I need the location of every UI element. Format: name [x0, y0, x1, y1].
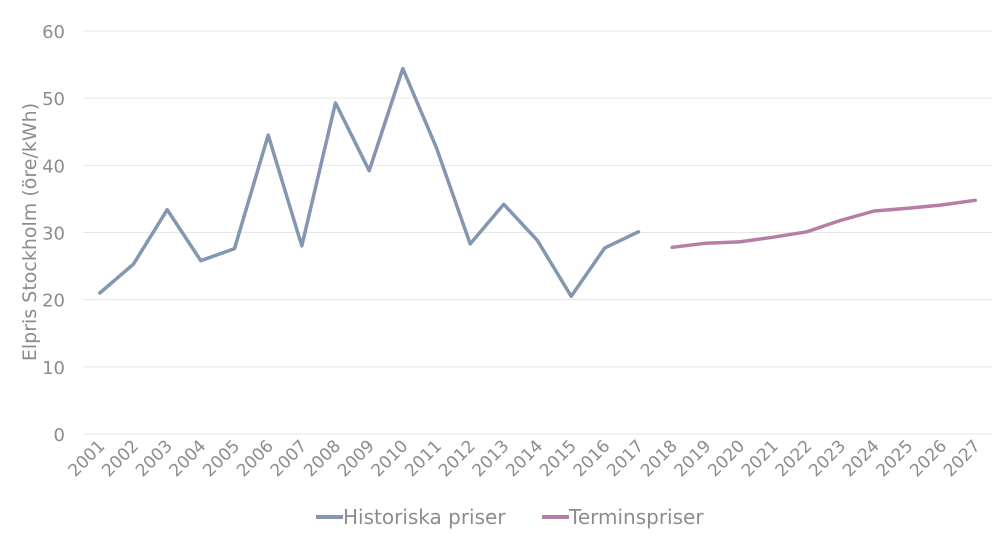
x-tick-label: 2026 — [906, 436, 951, 481]
x-tick-label: 2023 — [805, 436, 850, 481]
y-tick-label: 60 — [42, 22, 65, 43]
x-tick-label: 2012 — [435, 436, 480, 481]
x-tick-label: 2010 — [368, 436, 413, 481]
x-axis-ticks: 2001200220032004200520062007200820092010… — [65, 436, 985, 481]
x-tick-label: 2007 — [267, 436, 312, 481]
x-tick-label: 2001 — [65, 436, 110, 481]
y-axis-ticks: 0 10 20 30 40 50 60 — [42, 22, 65, 446]
y-tick-label: 50 — [42, 89, 65, 110]
legend-label-0: Historiska priser — [343, 505, 506, 529]
legend-label-1: Terminspriser — [568, 505, 704, 529]
x-tick-label: 2014 — [502, 436, 547, 481]
x-tick-label: 2018 — [637, 436, 682, 481]
x-tick-label: 2022 — [772, 436, 817, 481]
x-tick-label: 2021 — [738, 436, 783, 481]
y-axis-title: Elpris Stockholm (öre/kWh) — [19, 103, 41, 361]
x-tick-label: 2008 — [300, 436, 345, 481]
x-tick-label: 2015 — [536, 436, 581, 481]
x-tick-label: 2009 — [334, 436, 379, 481]
series-lines — [100, 69, 976, 297]
y-tick-label: 10 — [42, 358, 65, 379]
y-tick-label: 20 — [42, 291, 65, 312]
x-tick-label: 2003 — [132, 436, 177, 481]
x-tick-label: 2025 — [873, 436, 918, 481]
x-tick-label: 2019 — [671, 436, 716, 481]
series-line-1 — [672, 200, 975, 247]
x-tick-label: 2006 — [233, 436, 278, 481]
x-tick-label: 2017 — [603, 436, 648, 481]
gridlines — [83, 31, 992, 434]
x-tick-label: 2002 — [98, 436, 143, 481]
x-tick-label: 2016 — [570, 436, 615, 481]
y-tick-label: 40 — [42, 156, 65, 177]
y-tick-label: 30 — [42, 224, 65, 245]
legend: Historiska priser Terminspriser — [316, 505, 704, 529]
series-line-0 — [100, 69, 639, 297]
x-tick-label: 2020 — [704, 436, 749, 481]
x-tick-label: 2024 — [839, 436, 884, 481]
x-tick-label: 2004 — [166, 436, 211, 481]
x-tick-label: 2011 — [401, 436, 446, 481]
x-tick-label: 2013 — [469, 436, 514, 481]
x-tick-label: 2027 — [940, 436, 985, 481]
y-tick-label: 0 — [54, 425, 65, 446]
x-tick-label: 2005 — [199, 436, 244, 481]
